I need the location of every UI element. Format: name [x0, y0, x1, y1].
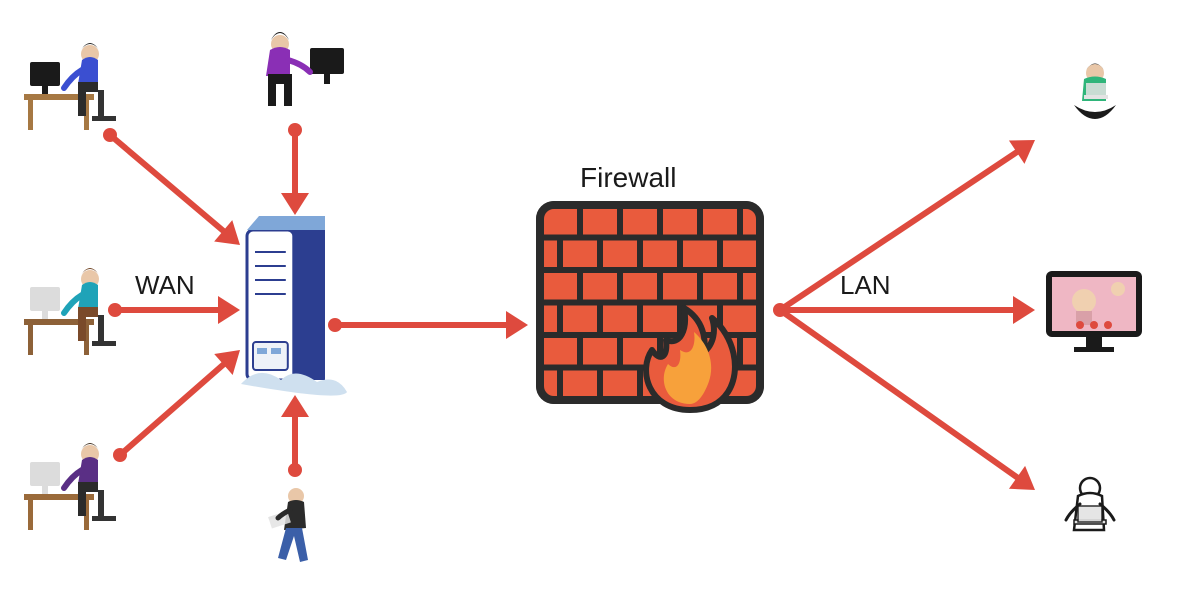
- lan-user-1: [1040, 55, 1150, 175]
- lan-user-2: [1040, 265, 1150, 385]
- firewall-icon: [500, 201, 780, 404]
- wan-label: WAN: [135, 270, 195, 301]
- wan-user-1: [20, 20, 130, 140]
- wan-user-4: [20, 420, 130, 540]
- diagram-canvas: Firewall WAN LAN: [0, 0, 1200, 600]
- lan-user-3: [1040, 470, 1150, 590]
- lan-label: LAN: [840, 270, 891, 301]
- flame-icon: [646, 308, 735, 410]
- wan-user-2: [250, 20, 360, 140]
- server-icon: [241, 216, 347, 396]
- wan-user-3: [20, 245, 130, 365]
- firewall-label: Firewall: [580, 162, 676, 194]
- wan-user-5: [250, 480, 360, 600]
